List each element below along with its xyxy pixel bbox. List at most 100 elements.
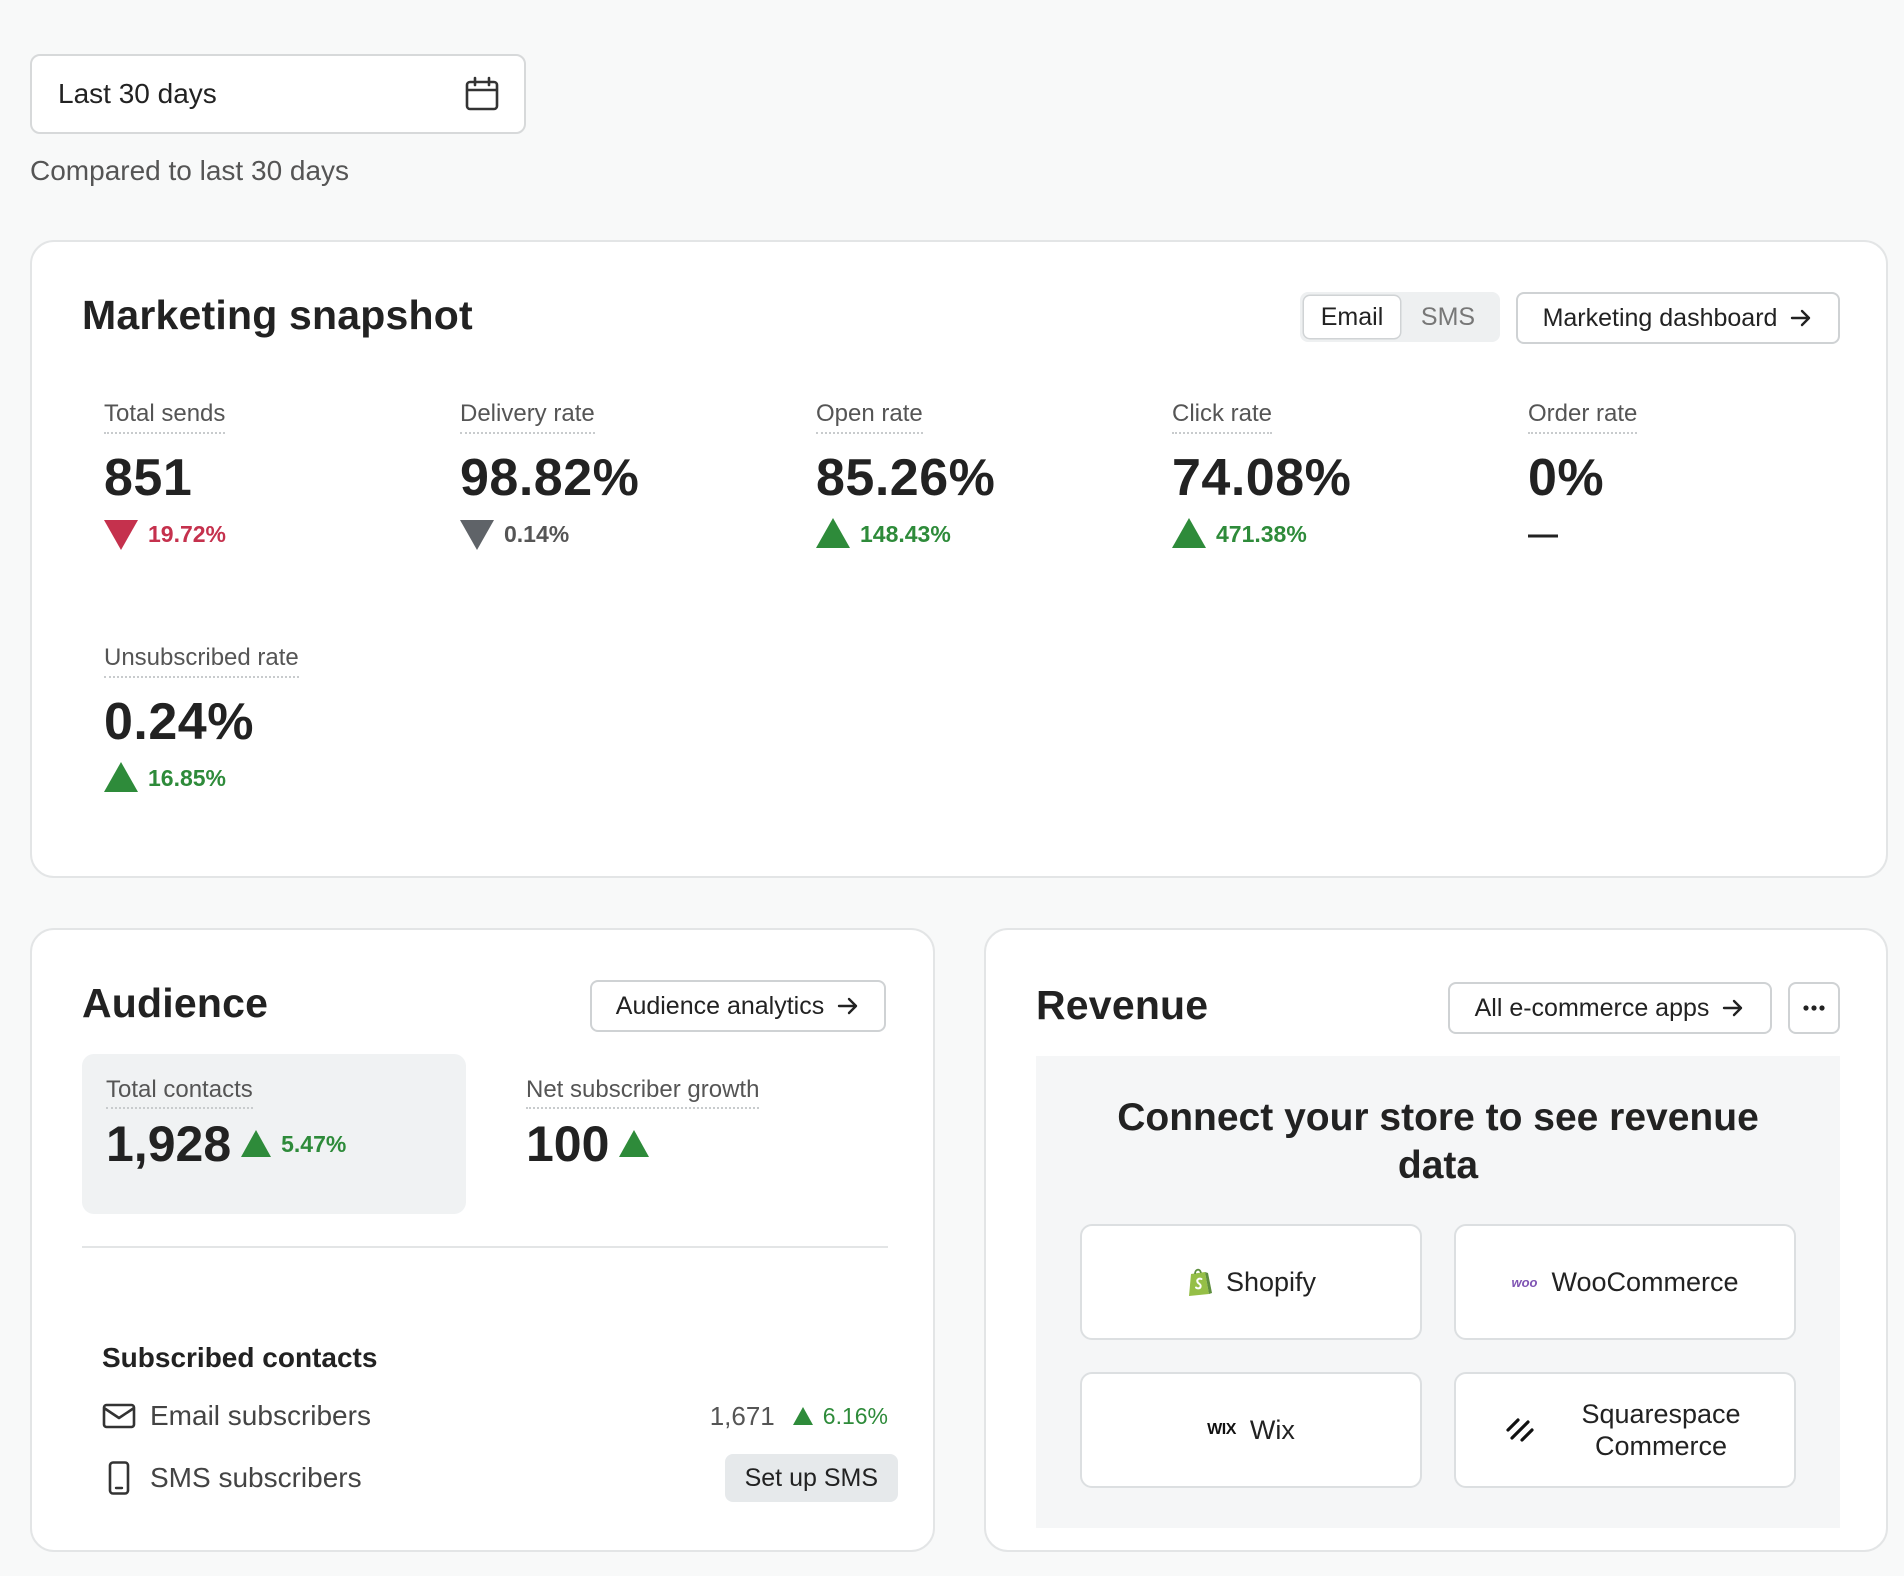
metric-change: 471.38% — [1172, 518, 1472, 550]
metric-label[interactable]: Delivery rate — [460, 400, 595, 434]
triangle-down-icon — [104, 520, 138, 550]
email-subscribers-label: Email subscribers — [150, 1400, 371, 1431]
triangle-up-icon — [816, 518, 850, 548]
metric-label[interactable]: Click rate — [1172, 400, 1273, 434]
metric-change: 19.72% — [104, 518, 404, 550]
audience-analytics-label: Audience analytics — [615, 991, 825, 1020]
total-contacts-box[interactable]: Total contacts 1,928 5.47% — [82, 1054, 466, 1214]
marketing-dashboard-button[interactable]: Marketing dashboard — [1516, 292, 1840, 344]
store-shopify-label: Shopify — [1225, 1266, 1317, 1297]
store-woocommerce-label: WooCommerce — [1551, 1266, 1739, 1297]
metric-unsubscribed-rate: Unsubscribed rate 0.24% 16.85% — [104, 644, 404, 794]
total-contacts-row: 1,928 5.47% — [106, 1115, 442, 1173]
store-squarespace-button[interactable]: Squarespace Commerce — [1454, 1372, 1796, 1488]
arrow-right-icon — [1791, 309, 1811, 327]
set-up-sms-button[interactable]: Set up SMS — [724, 1454, 898, 1502]
store-shopify-button[interactable]: Shopify — [1080, 1224, 1422, 1340]
woo-icon: woo — [1511, 1274, 1538, 1290]
metric-value: 851 — [104, 449, 193, 507]
calendar-icon — [465, 76, 499, 111]
shopify-icon — [1186, 1267, 1212, 1297]
metric-value: 85.26% — [816, 449, 996, 507]
metric-change-value: 19.72% — [148, 520, 227, 547]
more-horizontal-icon — [1803, 1005, 1825, 1011]
metric-change: — — [1528, 518, 1828, 552]
total-contacts-label: Total contacts — [106, 1076, 253, 1109]
metric-order-rate: Order rate 0% — — [1528, 400, 1828, 552]
comparison-text: Compared to last 30 days — [30, 155, 350, 186]
triangle-up-icon — [619, 1130, 650, 1157]
marketing-dashboard-label: Marketing dashboard — [1542, 303, 1778, 332]
wix-icon: WIX — [1207, 1421, 1236, 1438]
arrow-right-icon — [838, 997, 858, 1015]
metric-click-rate: Click rate 74.08% 471.38% — [1172, 400, 1472, 550]
email-subscribers-stats: 1,671 6.16% — [710, 1401, 898, 1432]
date-range-picker[interactable]: Last 30 days — [30, 54, 526, 134]
metric-change: 148.43% — [816, 518, 1116, 550]
metric-change: 16.85% — [104, 762, 404, 794]
metric-change-value: 16.85% — [148, 764, 227, 791]
triangle-up-icon — [792, 1407, 813, 1425]
audience-title: Audience — [82, 980, 269, 1026]
triangle-up-icon — [1172, 518, 1206, 548]
metric-label[interactable]: Open rate — [816, 400, 923, 434]
metric-open-rate: Open rate 85.26% 148.43% — [816, 400, 1116, 550]
metric-delivery-rate: Delivery rate 98.82% 0.14% — [460, 400, 760, 550]
email-subscribers-count: 1,671 — [709, 1400, 775, 1431]
audience-divider — [82, 1246, 888, 1248]
net-growth-value: 100 — [526, 1116, 610, 1172]
metric-change: 0.14% — [460, 518, 760, 550]
squarespace-icon — [1504, 1416, 1536, 1444]
net-subscriber-growth[interactable]: Net subscriber growth 100 — [526, 1076, 846, 1173]
metric-label[interactable]: Total sends — [104, 400, 226, 434]
revenue-title: Revenue — [1036, 982, 1209, 1028]
triangle-up-icon — [104, 762, 138, 792]
metric-label[interactable]: Order rate — [1528, 400, 1638, 434]
metric-value: 0% — [1528, 449, 1605, 507]
mail-icon — [102, 1403, 136, 1429]
tab-email[interactable]: Email — [1304, 296, 1400, 338]
metric-change-value: 0.14% — [504, 520, 570, 547]
connect-store-panel: Connect your store to see revenue data S… — [1036, 1056, 1840, 1528]
revenue-card: Revenue All e-commerce apps Connect your… — [984, 928, 1888, 1552]
metric-change-value: 148.43% — [860, 520, 951, 547]
audience-analytics-button[interactable]: Audience analytics — [590, 980, 886, 1032]
store-woocommerce-button[interactable]: woo WooCommerce — [1454, 1224, 1796, 1340]
metric-value: 74.08% — [1172, 449, 1352, 507]
metric-value: 98.82% — [460, 449, 640, 507]
net-growth-row: 100 — [526, 1115, 846, 1173]
tab-sms[interactable]: SMS — [1420, 302, 1476, 331]
audience-card: Audience Audience analytics Total contac… — [30, 928, 935, 1552]
marketing-snapshot-card: Marketing snapshot Email SMS Marketing d… — [30, 240, 1888, 878]
email-subscribers-label-group: Email subscribers — [102, 1399, 371, 1433]
metric-change-value: 471.38% — [1216, 520, 1307, 547]
metric-label[interactable]: Unsubscribed rate — [104, 644, 299, 678]
store-wix-label: Wix — [1249, 1414, 1295, 1445]
more-options-button[interactable] — [1788, 982, 1840, 1034]
email-subscribers-row: Email subscribers 1,671 6.16% — [102, 1392, 898, 1440]
net-growth-label: Net subscriber growth — [526, 1076, 760, 1109]
total-contacts-value: 1,928 — [106, 1116, 232, 1172]
metric-change-value: — — [1528, 518, 1558, 551]
date-range-value: Last 30 days — [58, 78, 217, 109]
store-squarespace-label: Squarespace Commerce — [1581, 1399, 1741, 1461]
all-ecommerce-apps-button[interactable]: All e-commerce apps — [1448, 982, 1772, 1034]
connect-store-heading: Connect your store to see revenue data — [1117, 1096, 1759, 1187]
sms-subscribers-label-group: SMS subscribers — [102, 1461, 362, 1495]
metric-total-sends: Total sends 851 19.72% — [104, 400, 404, 550]
total-contacts-change: 5.47% — [281, 1130, 347, 1157]
marketing-snapshot-title: Marketing snapshot — [82, 292, 473, 338]
subscribed-contacts-title: Subscribed contacts — [102, 1342, 378, 1373]
store-wix-button[interactable]: WIX Wix — [1080, 1372, 1422, 1488]
sms-subscribers-label: SMS subscribers — [150, 1462, 362, 1493]
phone-icon — [108, 1461, 130, 1495]
all-ecommerce-apps-label: All e-commerce apps — [1474, 993, 1710, 1022]
email-subscribers-change: 6.16% — [822, 1402, 888, 1429]
arrow-right-icon — [1723, 999, 1743, 1017]
triangle-up-icon — [241, 1130, 272, 1157]
sms-subscribers-row: SMS subscribers Set up SMS — [102, 1454, 898, 1502]
channel-toggle: Email SMS — [1300, 292, 1500, 342]
triangle-down-icon — [460, 520, 494, 550]
metric-value: 0.24% — [104, 693, 254, 751]
